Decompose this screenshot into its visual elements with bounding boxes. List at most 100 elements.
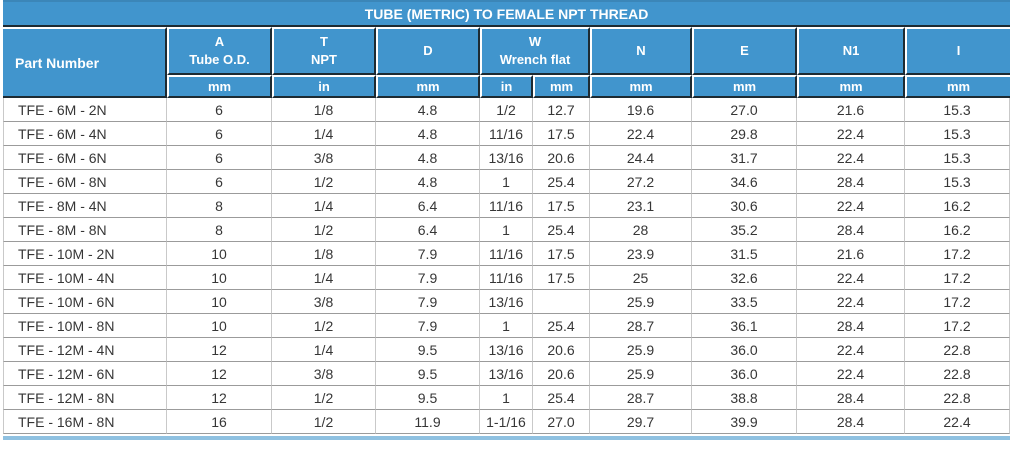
tube-od-cell: 10 [167, 314, 272, 338]
n1-cell: 22.4 [797, 338, 905, 362]
part-number-cell: TFE - 6M - 6N [3, 146, 167, 170]
unit-d: mm [376, 75, 480, 98]
table-row: TFE - 10M - 6N 10 3/8 7.9 13/16 25.9 33.5 22.4 1… [3, 290, 1010, 314]
wrench-mm-cell: 25.4 [533, 386, 590, 410]
column-header-w-line1: W [528, 34, 542, 50]
n1-cell: 22.4 [797, 362, 905, 386]
npt-cell: 3/8 [272, 146, 376, 170]
tube-od-cell: 12 [167, 362, 272, 386]
column-header-w: W Wrench flat [480, 27, 590, 75]
n1-cell: 22.4 [797, 290, 905, 314]
d-cell: 4.8 [376, 98, 480, 122]
table-row: TFE - 12M - 6N 12 3/8 9.5 13/16 20.6 25.9 36.0 2… [3, 362, 1010, 386]
table-row: TFE - 12M - 4N 12 1/4 9.5 13/16 20.6 25.9 36.0 2… [3, 338, 1010, 362]
unit-w-mm: mm [533, 75, 590, 98]
n-cell: 28.7 [590, 386, 692, 410]
i-cell: 15.3 [905, 98, 1010, 122]
e-cell: 34.6 [692, 170, 797, 194]
d-cell: 4.8 [376, 170, 480, 194]
table-row: TFE - 12M - 8N 12 1/2 9.5 1 25.4 28.7 38.8 28.4 2… [3, 386, 1010, 410]
wrench-in-cell: 13/16 [480, 290, 533, 314]
column-header-n: N [590, 27, 692, 75]
n-cell: 23.9 [590, 242, 692, 266]
i-cell: 15.3 [905, 170, 1010, 194]
part-number-cell: TFE - 12M - 6N [3, 362, 167, 386]
table-row: TFE - 8M - 8N 8 1/2 6.4 1 25.4 28 35.2 28.4 16.2 [3, 218, 1010, 242]
e-cell: 36.0 [692, 362, 797, 386]
unit-i: mm [905, 75, 1010, 98]
table-title: TUBE (METRIC) TO FEMALE NPT THREAD [3, 0, 1010, 27]
e-cell: 33.5 [692, 290, 797, 314]
tube-od-cell: 8 [167, 194, 272, 218]
i-cell: 17.2 [905, 266, 1010, 290]
unit-n: mm [590, 75, 692, 98]
table-row: TFE - 6M - 6N 6 3/8 4.8 13/16 20.6 24.4 31.7 22.… [3, 146, 1010, 170]
n-cell: 25 [590, 266, 692, 290]
wrench-in-cell: 11/16 [480, 242, 533, 266]
n-cell: 24.4 [590, 146, 692, 170]
wrench-in-cell: 11/16 [480, 122, 533, 146]
n1-cell: 22.4 [797, 122, 905, 146]
npt-cell: 1/4 [272, 122, 376, 146]
i-cell: 17.2 [905, 314, 1010, 338]
column-header-i: I [905, 27, 1010, 75]
i-cell: 15.3 [905, 122, 1010, 146]
wrench-mm-cell: 12.7 [533, 98, 590, 122]
table-header: TUBE (METRIC) TO FEMALE NPT THREAD Part … [3, 0, 1010, 98]
n1-cell: 28.4 [797, 386, 905, 410]
n-cell: 25.9 [590, 290, 692, 314]
part-number-cell: TFE - 16M - 8N [3, 410, 167, 434]
n1-cell: 21.6 [797, 98, 905, 122]
npt-cell: 1/2 [272, 218, 376, 242]
n1-cell: 28.4 [797, 170, 905, 194]
wrench-in-cell: 1-1/16 [480, 410, 533, 434]
tube-od-cell: 8 [167, 218, 272, 242]
wrench-mm-cell: 17.5 [533, 242, 590, 266]
e-cell: 39.9 [692, 410, 797, 434]
column-header-w-line2: Wrench flat [499, 52, 571, 67]
wrench-in-cell: 11/16 [480, 266, 533, 290]
tube-od-cell: 12 [167, 386, 272, 410]
e-cell: 30.6 [692, 194, 797, 218]
table-row: TFE - 10M - 4N 10 1/4 7.9 11/16 17.5 25 32.6 22.… [3, 266, 1010, 290]
wrench-mm-cell: 20.6 [533, 146, 590, 170]
npt-cell: 3/8 [272, 362, 376, 386]
column-header-n1: N1 [797, 27, 905, 75]
n-cell: 23.1 [590, 194, 692, 218]
n1-cell: 22.4 [797, 266, 905, 290]
tube-od-cell: 6 [167, 170, 272, 194]
part-number-cell: TFE - 8M - 4N [3, 194, 167, 218]
column-header-a-line2: Tube O.D. [189, 52, 250, 67]
e-cell: 29.8 [692, 122, 797, 146]
npt-cell: 1/4 [272, 266, 376, 290]
wrench-in-cell: 11/16 [480, 194, 533, 218]
n-cell: 25.9 [590, 338, 692, 362]
table-row: TFE - 10M - 2N 10 1/8 7.9 11/16 17.5 23.9 31.5 2… [3, 242, 1010, 266]
i-cell: 16.2 [905, 194, 1010, 218]
n-cell: 19.6 [590, 98, 692, 122]
n-cell: 25.9 [590, 362, 692, 386]
i-cell: 15.3 [905, 146, 1010, 170]
n1-cell: 28.4 [797, 218, 905, 242]
tube-od-cell: 10 [167, 290, 272, 314]
wrench-mm-cell: 25.4 [533, 314, 590, 338]
n-cell: 28 [590, 218, 692, 242]
unit-a: mm [167, 75, 272, 98]
wrench-mm-cell: 17.5 [533, 194, 590, 218]
n1-cell: 22.4 [797, 146, 905, 170]
part-number-cell: TFE - 10M - 6N [3, 290, 167, 314]
table-row: TFE - 8M - 4N 8 1/4 6.4 11/16 17.5 23.1 30.6 22.… [3, 194, 1010, 218]
wrench-in-cell: 1 [480, 386, 533, 410]
d-cell: 11.9 [376, 410, 480, 434]
part-number-cell: TFE - 12M - 8N [3, 386, 167, 410]
wrench-in-cell: 1/2 [480, 98, 533, 122]
column-header-a: A Tube O.D. [167, 27, 272, 75]
tube-od-cell: 10 [167, 242, 272, 266]
tube-od-cell: 16 [167, 410, 272, 434]
d-cell: 6.4 [376, 218, 480, 242]
column-header-d: D [376, 27, 480, 75]
column-header-t-line1: T [320, 34, 328, 50]
table-row: TFE - 6M - 4N 6 1/4 4.8 11/16 17.5 22.4 29.8 22.… [3, 122, 1010, 146]
table-row: TFE - 6M - 2N 6 1/8 4.8 1/2 12.7 19.6 27.0 21.6 1… [3, 98, 1010, 122]
